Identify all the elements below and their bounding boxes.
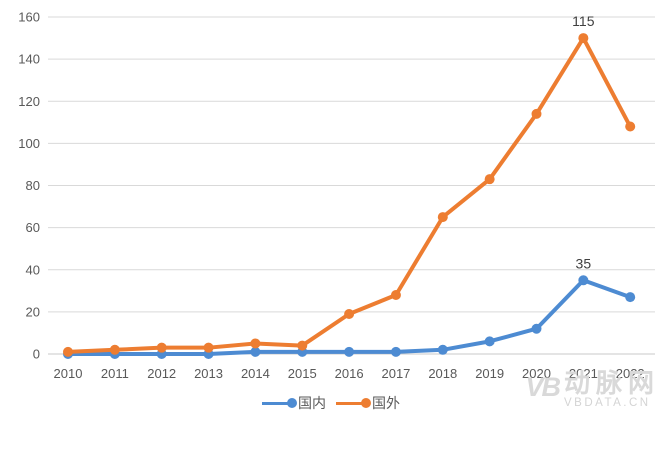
legend-dot-icon [361,398,371,408]
x-axis-tick-label: 2019 [475,366,504,381]
legend-line-swatch [262,401,292,405]
data-label: 35 [576,255,592,271]
legend-item: 国外 [336,396,400,410]
series-line-foreign [66,36,633,354]
watermark: VB 动脉网 VBDATA.CN [525,370,660,410]
data-point-foreign [63,346,73,357]
y-axis-tick-label: 0 [33,347,40,362]
x-axis-tick-label: 2013 [194,366,223,381]
legend-label: 国内 [298,395,326,411]
x-axis-tick-label: 2017 [381,366,410,381]
y-axis-tick-label: 100 [18,136,40,151]
data-point-foreign [344,308,355,319]
y-axis-tick-label: 120 [18,94,40,109]
legend-line-swatch [336,401,366,405]
x-axis-tick-label: 2016 [335,366,364,381]
x-axis-tick-label: 2015 [288,366,317,381]
data-point-domestic [578,275,589,286]
y-axis-tick-label: 20 [26,304,40,319]
y-axis-tick-label: 60 [26,220,40,235]
data-point-foreign [109,344,120,355]
data-point-foreign [156,342,167,353]
data-point-foreign [625,121,636,132]
x-axis-tick-label: 2012 [147,366,176,381]
data-point-foreign [531,108,542,119]
x-axis-tick-label: 2020 [522,366,551,381]
x-axis-tick-label: 2010 [54,366,83,381]
data-point-domestic [625,292,636,303]
data-label: 115 [572,13,595,29]
legend: 国内 国外 [0,396,662,410]
watermark-logo-icon: VB [525,372,560,402]
data-point-domestic [344,346,355,357]
x-axis-tick-label: 2014 [241,366,270,381]
y-axis-tick-label: 80 [26,178,40,193]
x-axis-tick-label: 2011 [101,366,129,381]
y-axis-tick-label: 40 [26,262,40,277]
data-point-domestic [531,323,542,334]
x-axis-tick-label: 2018 [428,366,457,381]
data-point-foreign [297,340,308,351]
data-point-domestic [437,344,448,355]
data-point-foreign [437,212,448,223]
data-point-foreign [484,174,495,185]
data-point-foreign [578,33,589,44]
watermark-site: VBDATA.CN [563,397,651,409]
data-point-domestic [390,346,401,357]
data-point-domestic [250,346,261,357]
x-axis-tick-label: 2022 [616,366,645,381]
data-point-foreign [250,338,261,349]
watermark-brand: 动脉网 [563,368,660,398]
legend-label: 国外 [372,395,400,411]
y-axis-tick-label: 140 [18,52,40,67]
legend-dot-icon [287,398,297,408]
y-axis-tick-label: 160 [18,10,40,25]
x-axis-tick-label: 2021 [569,366,598,381]
data-point-domestic [484,336,495,347]
data-point-foreign [203,342,214,353]
legend-item: 国内 [262,396,326,410]
data-point-foreign [390,290,401,301]
